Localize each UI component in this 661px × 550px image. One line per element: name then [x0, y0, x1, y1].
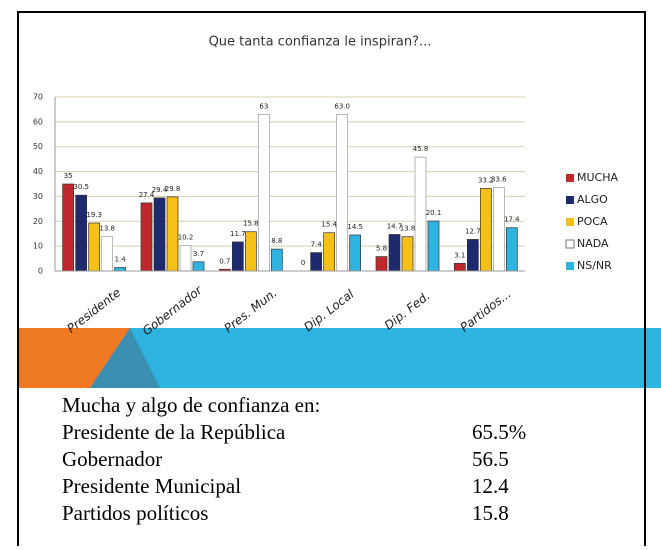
legend-swatch: [566, 196, 574, 204]
legend-label: MUCHA: [577, 171, 618, 184]
value-label: 33.2: [478, 176, 494, 184]
bar: [466, 239, 479, 272]
legend-swatch: [566, 218, 574, 226]
value-label: 3.1: [454, 251, 465, 259]
bar: [140, 202, 153, 272]
legend-label: POCA: [577, 215, 608, 228]
value-label: 3.7: [193, 250, 204, 258]
value-label: 13.8: [99, 225, 115, 233]
value-label: 15.4: [321, 221, 337, 229]
legend-swatch: [566, 174, 574, 182]
bar: [401, 236, 414, 272]
y-tick-label: 10: [33, 242, 43, 251]
legend-label: ALGO: [577, 193, 608, 206]
bar: [257, 114, 270, 272]
summary-heading: Mucha y algo de confianza en:: [62, 393, 320, 417]
bar: [323, 232, 336, 272]
band-blue: [18, 328, 661, 388]
summary-value: 65.5%: [472, 420, 526, 444]
bar: [505, 227, 518, 272]
value-label: 5.8: [376, 245, 387, 253]
value-label: 17.4: [504, 216, 520, 224]
bar: [349, 234, 362, 272]
summary-label: Partidos políticos: [62, 501, 208, 525]
value-label: 8.8: [271, 237, 282, 245]
legend-label: NADA: [577, 237, 609, 250]
bar: [336, 114, 349, 272]
value-label: 20.1: [426, 209, 442, 217]
value-label: 11.7: [230, 230, 246, 238]
y-tick-label: 70: [33, 93, 43, 102]
legend-swatch: [566, 262, 574, 270]
value-label: 35: [64, 172, 73, 180]
bar: [114, 267, 127, 272]
value-label: 14.7: [387, 222, 403, 230]
value-label: 14.5: [347, 223, 363, 231]
value-label: 45.8: [413, 145, 429, 153]
value-label: 30.5: [73, 183, 89, 191]
summary-label: Presidente Municipal: [62, 474, 241, 498]
bar: [375, 256, 388, 272]
bar: [153, 197, 166, 272]
bar: [492, 187, 505, 272]
bar: [166, 196, 179, 272]
bar: [88, 222, 101, 272]
bar: [453, 262, 466, 272]
value-label: 12.7: [465, 227, 481, 235]
frame: [17, 11, 646, 546]
value-label: 7.4: [311, 241, 323, 249]
bar: [179, 245, 192, 272]
y-tick-label: 60: [33, 117, 43, 126]
legend-label: NS/NR: [577, 259, 612, 272]
bar: [75, 194, 88, 272]
summary-value: 56.5: [472, 447, 509, 471]
value-label: 63: [259, 102, 268, 110]
value-label: 1.4: [115, 256, 127, 264]
bar: [62, 183, 75, 272]
value-label: 10.2: [178, 234, 194, 242]
bar: [427, 220, 440, 272]
value-label: 33.6: [491, 175, 507, 183]
bar: [270, 248, 283, 272]
value-label: 15.8: [243, 220, 259, 228]
legend-swatch: [565, 239, 575, 249]
y-tick-label: 20: [33, 217, 43, 226]
bar: [388, 234, 401, 272]
value-label: 0: [301, 259, 305, 267]
y-tick-label: 50: [33, 142, 43, 151]
value-label: 29.4: [152, 186, 168, 194]
summary-value: 15.8: [472, 501, 509, 525]
band-shade: [90, 328, 160, 388]
bar: [244, 231, 257, 272]
bar: [479, 188, 492, 272]
y-tick-label: 40: [33, 167, 43, 176]
bar: [310, 252, 323, 272]
value-label: 29.8: [165, 185, 181, 193]
y-tick-label: 0: [38, 267, 43, 276]
value-label: 27.4: [139, 191, 155, 199]
band-orange: [18, 328, 130, 388]
value-label: 19.3: [86, 211, 102, 219]
value-label: 63.0: [334, 102, 350, 110]
chart-title: Que tanta confianza le inspiran?...: [209, 35, 432, 50]
bar: [414, 156, 427, 272]
bar: [101, 236, 114, 272]
value-label: 0.7: [219, 257, 230, 265]
summary-value: 12.4: [472, 474, 509, 498]
summary-label: Gobernador: [62, 447, 162, 471]
bar: [192, 261, 205, 272]
summary-label: Presidente de la República: [62, 420, 286, 444]
value-label: 13.8: [400, 225, 416, 233]
bar: [231, 241, 244, 272]
y-tick-label: 30: [33, 192, 43, 201]
